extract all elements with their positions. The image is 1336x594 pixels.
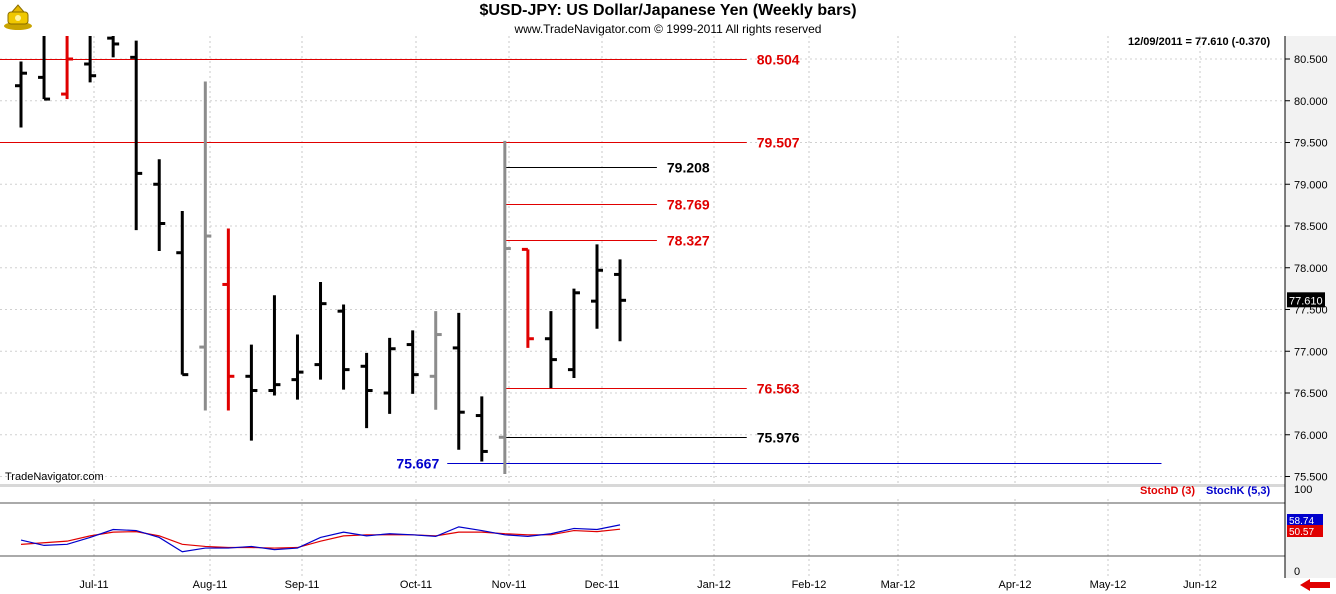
- stochastic-panel: [0, 502, 1285, 557]
- ohlc-bar: [222, 228, 235, 411]
- x-tick-label: Nov-11: [492, 579, 527, 591]
- x-tick-label: Mar-12: [881, 579, 916, 591]
- level-label: 78.327: [667, 233, 710, 249]
- ohlc-bar: [429, 311, 442, 410]
- stoch-axis-top: 100: [1294, 484, 1312, 496]
- grid-lines: [0, 36, 1285, 576]
- level-label: 78.769: [667, 197, 710, 213]
- chart-subtitle: www.TradeNavigator.com © 1999-2011 All r…: [514, 22, 822, 36]
- y-tick-label: 78.000: [1294, 263, 1328, 275]
- ohlc-bar: [452, 312, 465, 450]
- ohlc-bar: [268, 295, 281, 396]
- ohlc-bar: [84, 36, 97, 83]
- y-tick-label: 79.500: [1294, 138, 1328, 150]
- x-tick-label: Feb-12: [792, 579, 827, 591]
- level-label: 75.667: [396, 456, 439, 472]
- level-label: 79.507: [757, 135, 800, 151]
- ohlc-bar: [176, 210, 189, 377]
- stoch-k-line: [20, 524, 621, 553]
- x-tick-label: Apr-12: [998, 579, 1031, 591]
- stoch-d-line: [20, 528, 621, 549]
- ohlc-bar: [591, 244, 603, 329]
- stoch-d-legend[interactable]: StochD (3): [1140, 485, 1195, 497]
- x-tick-label: Jun-12: [1183, 579, 1217, 591]
- y-tick-label: 75.500: [1294, 472, 1328, 484]
- x-tick-label: Sep-11: [285, 579, 320, 591]
- stoch-axis-bottom: 0: [1294, 566, 1300, 578]
- ohlc-bar: [199, 81, 212, 411]
- ohlc-bars: [15, 36, 627, 474]
- stoch-d-tag: [1287, 525, 1323, 537]
- y-tick-label: 77.500: [1294, 305, 1328, 317]
- level-label: 76.563: [757, 381, 800, 397]
- x-tick-label: Oct-11: [400, 579, 432, 591]
- y-tick-label: 76.500: [1294, 388, 1328, 400]
- watermark-text: TradeNavigator.com: [5, 471, 104, 483]
- price-axis: Jul-11 Aug-11 Sep-11 Oct-11 Nov-11 Dec-11 Jan-…: [79, 36, 1336, 591]
- last-price-tag: [1287, 292, 1325, 308]
- stoch-k-legend[interactable]: StochK (5,3): [1206, 485, 1271, 497]
- y-tick-label: 80.000: [1294, 96, 1328, 108]
- ohlc-bar: [360, 352, 373, 429]
- ohlc-bar: [153, 159, 166, 252]
- ohlc-bar: [544, 311, 557, 388]
- x-tick-label: Aug-11: [193, 579, 228, 591]
- ohlc-bar: [61, 36, 74, 100]
- x-tick-label: Jan-12: [697, 579, 731, 591]
- panel-separator: [0, 484, 1285, 487]
- level-label: 79.208: [667, 160, 710, 176]
- ohlc-bar: [337, 304, 350, 390]
- stoch-k-tag: [1287, 514, 1323, 526]
- x-tick-label: Jul-11: [79, 579, 108, 591]
- y-tick-label: 76.000: [1294, 430, 1328, 442]
- ohlc-bar: [383, 337, 396, 414]
- ohlc-bar: [38, 36, 51, 101]
- ohlc-bar: [15, 61, 27, 128]
- ohlc-bar: [475, 396, 488, 462]
- level-label: 80.504: [757, 52, 800, 68]
- y-tick-label: 80.500: [1294, 54, 1328, 66]
- last-price-label: 77.610: [1289, 295, 1323, 307]
- ohlc-bar: [130, 40, 143, 231]
- chart-title: $USD-JPY: US Dollar/Japanese Yen (Weekly…: [479, 2, 857, 19]
- ohlc-bar: [614, 259, 627, 342]
- ohlc-bar: [291, 334, 304, 400]
- level-label: 75.976: [757, 430, 800, 446]
- level-lines: 80.504 79.507 79.208 78.769 78.327 76.563 75.9…: [0, 52, 1162, 472]
- ohlc-bar: [406, 330, 419, 394]
- ohlc-bar: [567, 288, 580, 378]
- ohlc-bar: [521, 247, 534, 348]
- x-tick-label: Dec-11: [585, 579, 620, 591]
- stoch-d-value: 50.57: [1289, 527, 1314, 538]
- trade-navigator-logo-icon: [4, 4, 32, 30]
- price-axis-background: [1285, 36, 1336, 486]
- x-tick-label: May-12: [1090, 579, 1127, 591]
- y-tick-label: 77.000: [1294, 346, 1328, 358]
- y-tick-label: 79.000: [1294, 179, 1328, 191]
- price-readout: 12/09/2011 = 77.610 (-0.370): [1128, 36, 1271, 48]
- ohlc-bar: [314, 281, 327, 380]
- back-arrow-icon[interactable]: [1298, 578, 1332, 592]
- stoch-k-value: 58.74: [1289, 516, 1314, 527]
- ohlc-bar: [245, 344, 258, 441]
- ohlc-bar: [107, 36, 120, 58]
- ohlc-bar: [498, 140, 511, 474]
- y-tick-label: 78.500: [1294, 221, 1328, 233]
